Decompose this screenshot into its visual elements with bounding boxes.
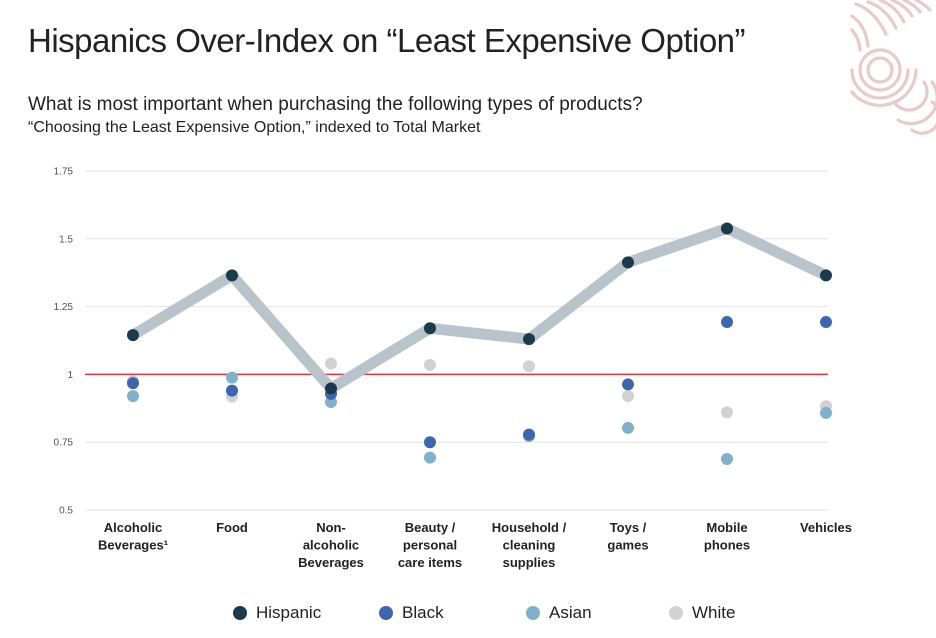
y-tick-label: 0.5	[59, 506, 73, 517]
chart-subtitle: What is most important when purchasing t…	[28, 94, 643, 115]
point-black	[721, 316, 733, 329]
point-hispanic	[622, 256, 634, 269]
x-axis-labels: Alcoholic Beverages¹ Food Non-alcoholic Beve…	[98, 520, 852, 570]
legend-item-asian: Asian	[526, 603, 592, 623]
point-hispanic	[226, 269, 238, 282]
point-hispanic	[325, 382, 337, 395]
legend-label: White	[692, 603, 736, 622]
point-white	[622, 390, 634, 403]
x-tick-label: Household / cleaning supplies	[492, 520, 567, 570]
series-lines	[127, 222, 832, 395]
chart-subnote: “Choosing the Least Expensive Option,” i…	[28, 119, 481, 136]
gridlines	[85, 170, 828, 511]
x-tick-label: Mobile phones	[704, 520, 750, 553]
fingerprint-swirl-logo-icon	[850, 0, 936, 135]
point-white	[325, 357, 337, 370]
point-hispanic	[721, 222, 733, 235]
y-tick-label: 1.75	[54, 167, 74, 178]
point-white	[523, 360, 535, 373]
x-tick-label: Toys / games	[607, 520, 648, 553]
point-asian	[127, 390, 139, 403]
point-black	[523, 428, 535, 441]
x-tick-label: Vehicles	[800, 520, 852, 535]
point-asian	[622, 421, 634, 434]
y-tick-label: 1	[67, 370, 73, 381]
legend: Hispanic Black Asian White	[0, 603, 936, 627]
legend-item-hispanic: Hispanic	[233, 603, 321, 623]
legend-label: Hispanic	[256, 603, 322, 622]
point-asian	[721, 453, 733, 466]
point-hispanic	[127, 329, 139, 342]
point-black	[424, 436, 436, 449]
x-tick-label: Non-alcoholic Beverages	[298, 520, 364, 570]
legend-swatch	[669, 606, 683, 620]
point-white	[721, 406, 733, 419]
legend-swatch	[526, 606, 540, 620]
point-black	[127, 377, 139, 390]
legend-swatch	[233, 606, 247, 620]
point-hispanic	[820, 269, 832, 282]
point-asian	[424, 451, 436, 464]
point-asian	[226, 371, 238, 384]
point-white	[424, 358, 436, 371]
legend-label: Black	[402, 603, 444, 622]
point-hispanic	[523, 333, 535, 346]
point-asian	[820, 406, 832, 419]
x-tick-label: Alcoholic Beverages¹	[98, 520, 168, 553]
point-black	[622, 378, 634, 391]
point-black	[820, 316, 832, 329]
y-tick-label: 1.5	[59, 234, 73, 245]
chart: 0.5 0.75 1 1.25 1.5 1.75 Alcoholic Beverages¹ F…	[54, 167, 852, 571]
point-hispanic	[424, 322, 436, 335]
legend-swatch	[379, 606, 393, 620]
x-tick-label: Beauty / personal care items	[398, 520, 462, 570]
legend-item-black: Black	[379, 603, 444, 623]
x-tick-label: Food	[216, 520, 248, 535]
point-black	[226, 384, 238, 397]
y-tick-label: 1.25	[54, 302, 74, 313]
y-tick-label: 0.75	[54, 438, 74, 449]
page-title: Hispanics Over-Index on “Least Expensive…	[28, 22, 746, 59]
y-axis-ticks: 0.5 0.75 1 1.25 1.5 1.75	[54, 167, 74, 517]
legend-label: Asian	[549, 603, 592, 622]
series-line-hispanic	[127, 222, 832, 395]
legend-item-white: White	[669, 603, 735, 623]
data-points	[127, 222, 832, 466]
